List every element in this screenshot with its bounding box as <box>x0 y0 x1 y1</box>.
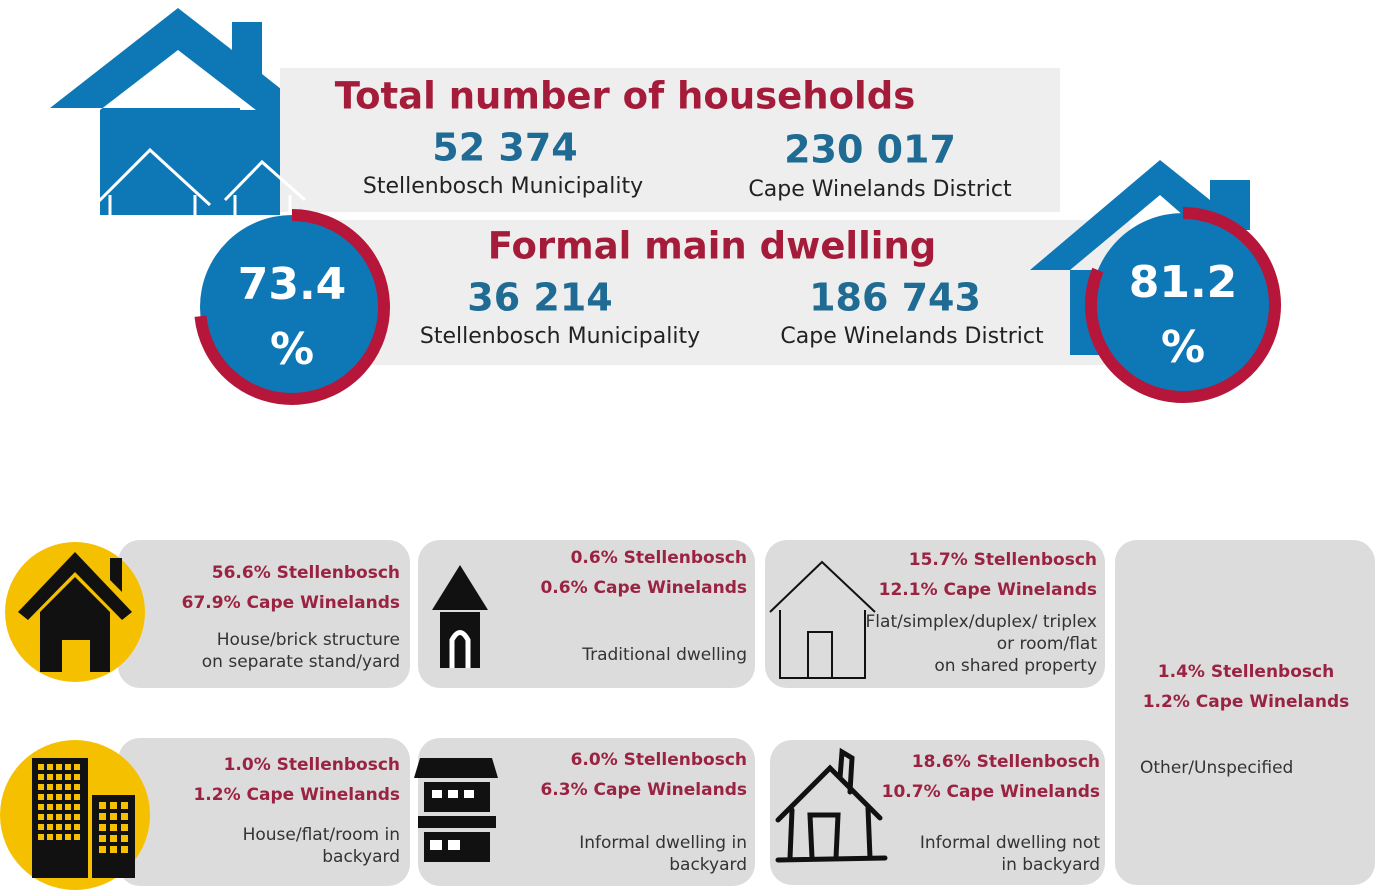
icon <box>110 835 117 842</box>
icon <box>65 834 71 840</box>
icon <box>121 824 128 831</box>
icon <box>47 834 53 840</box>
icon <box>38 774 44 780</box>
stellenbosch-share: 15.7% Stellenbosch <box>909 550 1097 570</box>
dwelling-label: in backyard <box>1001 855 1100 875</box>
icon <box>99 835 106 842</box>
winelands-share: 12.1% Cape Winelands <box>879 580 1097 600</box>
icon <box>65 804 71 810</box>
icon <box>56 814 62 820</box>
stellenbosch-share: 18.6% Stellenbosch <box>912 752 1100 772</box>
icon <box>74 764 80 770</box>
stellenbosch-share: 56.6% Stellenbosch <box>212 563 400 583</box>
icon <box>65 814 71 820</box>
icon <box>56 784 62 790</box>
icon <box>47 784 53 790</box>
title: Total number of households <box>335 75 915 118</box>
title: Formal main dwelling <box>488 225 937 268</box>
icon <box>38 824 44 830</box>
icon <box>74 774 80 780</box>
icon <box>121 846 128 853</box>
area-label: Stellenbosch Municipality <box>420 324 700 349</box>
icon <box>99 813 106 820</box>
icon <box>38 804 44 810</box>
icon <box>110 802 117 809</box>
icon <box>110 813 117 820</box>
percent-value: 73.4 <box>238 259 347 310</box>
count: 36 214 <box>467 276 612 320</box>
icon <box>56 764 62 770</box>
icon <box>38 814 44 820</box>
area-label: Cape Winelands District <box>780 324 1044 349</box>
icon <box>65 774 71 780</box>
winelands-share: 0.6% Cape Winelands <box>540 578 747 598</box>
icon <box>47 824 53 830</box>
icon <box>56 804 62 810</box>
icon <box>47 764 53 770</box>
icon <box>74 834 80 840</box>
icon <box>99 846 106 853</box>
stellenbosch-share: 1.0% Stellenbosch <box>224 755 400 775</box>
icon <box>65 794 71 800</box>
icon <box>65 764 71 770</box>
icon <box>47 814 53 820</box>
winelands-share: 1.2% Cape Winelands <box>193 785 400 805</box>
icon <box>38 784 44 790</box>
icon <box>99 824 106 831</box>
icon <box>74 804 80 810</box>
dwelling-label: Flat/simplex/duplex/ triplex <box>866 612 1097 632</box>
icon <box>56 774 62 780</box>
percent-unit: % <box>1161 322 1205 373</box>
percent-value: 81.2 <box>1129 257 1238 308</box>
icon <box>47 774 53 780</box>
dwelling-label: on shared property <box>934 656 1097 676</box>
dwelling-label: House/brick structure <box>217 630 400 650</box>
winelands-share: 1.2% Cape Winelands <box>1143 692 1350 712</box>
icon <box>74 784 80 790</box>
icon <box>110 846 117 853</box>
icon <box>38 764 44 770</box>
icon <box>38 834 44 840</box>
icon <box>74 824 80 830</box>
stellenbosch-share: 1.4% Stellenbosch <box>1158 662 1334 682</box>
count: 186 743 <box>809 276 981 320</box>
infographic: Total number of households 52 374 Stelle… <box>0 0 1384 896</box>
icon <box>99 802 106 809</box>
icon <box>110 824 117 831</box>
stellenbosch-share: 6.0% Stellenbosch <box>571 750 747 770</box>
icon <box>121 813 128 820</box>
area-label: Stellenbosch Municipality <box>363 174 643 199</box>
icon <box>38 794 44 800</box>
card <box>1115 540 1375 885</box>
icon <box>121 835 128 842</box>
area-label: Cape Winelands District <box>748 177 1012 202</box>
icon <box>47 804 53 810</box>
icon <box>121 802 128 809</box>
icon <box>74 794 80 800</box>
stellenbosch-share: 0.6% Stellenbosch <box>571 548 747 568</box>
dwelling-label: Informal dwelling not <box>920 833 1100 853</box>
icon <box>56 794 62 800</box>
count: 230 017 <box>784 128 956 172</box>
icon <box>47 794 53 800</box>
icon <box>56 834 62 840</box>
icon <box>65 824 71 830</box>
dwelling-label: Informal dwelling in <box>579 833 747 853</box>
percent-unit: % <box>270 324 314 375</box>
winelands-share: 10.7% Cape Winelands <box>882 782 1100 802</box>
icon <box>56 824 62 830</box>
house-body <box>100 110 280 215</box>
dwelling-label: on separate stand/yard <box>202 652 400 672</box>
dwelling-label: House/flat/room in <box>243 825 400 845</box>
dwelling-label: Other/Unspecified <box>1140 758 1293 778</box>
dwelling-label: backyard <box>322 847 400 867</box>
dwelling-label: backyard <box>669 855 747 875</box>
icon <box>74 814 80 820</box>
count: 52 374 <box>432 126 577 170</box>
winelands-share: 6.3% Cape Winelands <box>540 780 747 800</box>
icon <box>65 784 71 790</box>
dwelling-label: Traditional dwelling <box>581 645 747 665</box>
dwelling-label: or room/flat <box>997 634 1098 654</box>
winelands-share: 67.9% Cape Winelands <box>182 593 400 613</box>
